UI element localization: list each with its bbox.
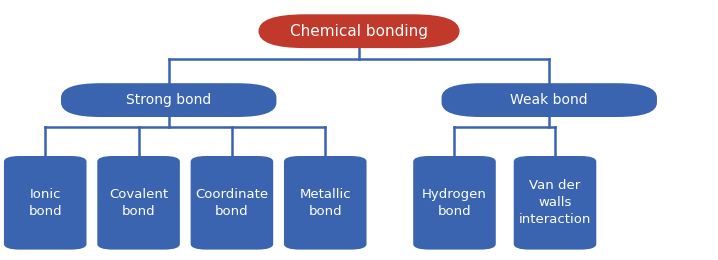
Text: Weak bond: Weak bond: [510, 93, 588, 107]
FancyBboxPatch shape: [61, 83, 276, 117]
Text: Chemical bonding: Chemical bonding: [290, 24, 428, 39]
Text: Metallic
bond: Metallic bond: [299, 188, 351, 218]
FancyBboxPatch shape: [284, 156, 367, 250]
Text: Coordinate
bond: Coordinate bond: [195, 188, 269, 218]
FancyBboxPatch shape: [514, 156, 596, 250]
Text: Van der
walls
interaction: Van der walls interaction: [519, 179, 591, 226]
FancyBboxPatch shape: [258, 14, 460, 48]
Text: Covalent
bond: Covalent bond: [109, 188, 168, 218]
FancyBboxPatch shape: [414, 156, 495, 250]
Text: Hydrogen
bond: Hydrogen bond: [422, 188, 487, 218]
Text: Strong bond: Strong bond: [126, 93, 211, 107]
FancyBboxPatch shape: [98, 156, 180, 250]
Text: Ionic
bond: Ionic bond: [29, 188, 62, 218]
FancyBboxPatch shape: [191, 156, 273, 250]
FancyBboxPatch shape: [442, 83, 657, 117]
FancyBboxPatch shape: [4, 156, 86, 250]
